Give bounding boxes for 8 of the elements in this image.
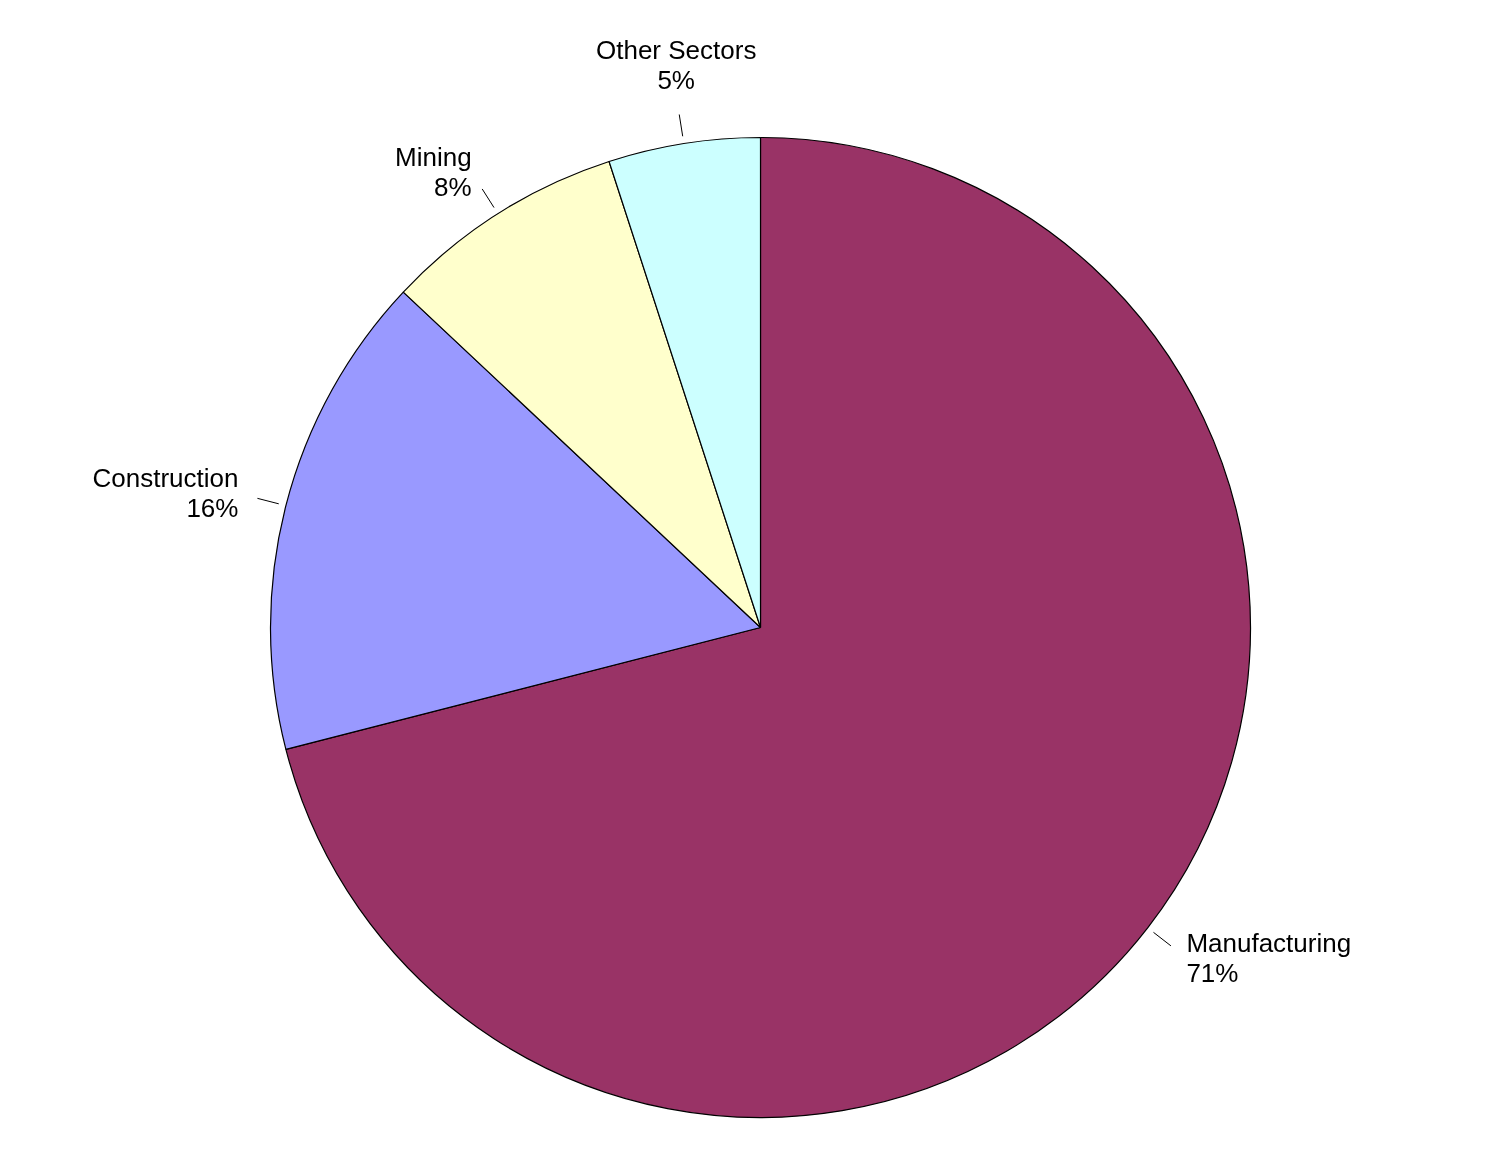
slice-label: Construction bbox=[92, 463, 239, 494]
data-label: 71% bbox=[1186, 957, 1239, 988]
data-label: 8% bbox=[434, 172, 472, 203]
data-label: 5% bbox=[657, 65, 695, 96]
slice-label: Mining bbox=[395, 142, 472, 173]
slice-label: Other Sectors bbox=[595, 35, 757, 66]
data-label: 16% bbox=[186, 493, 239, 524]
slice-label: Manufacturing bbox=[1186, 927, 1352, 958]
